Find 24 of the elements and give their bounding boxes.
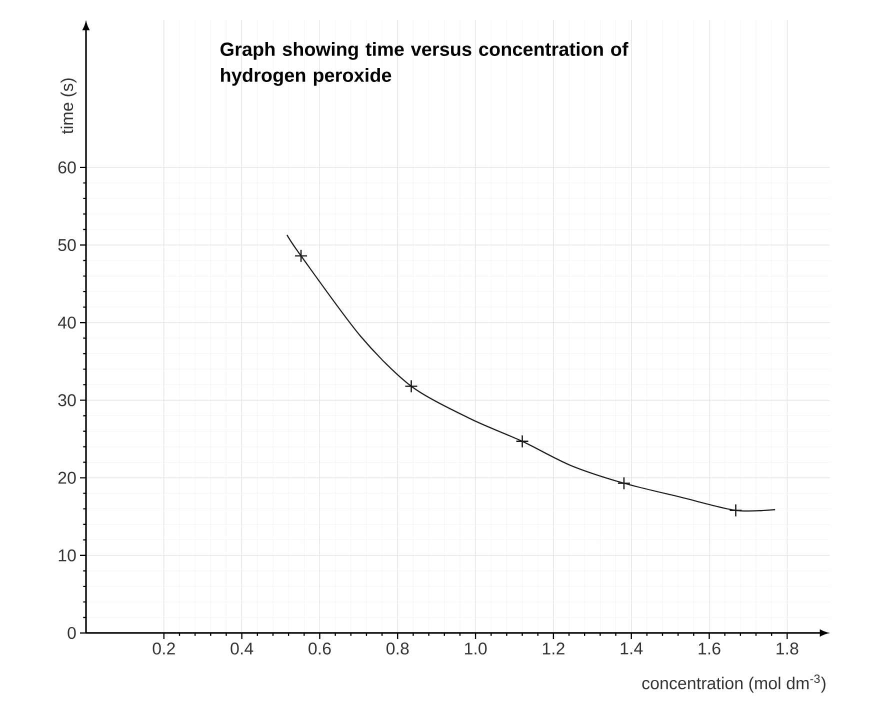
x-tick-label: 0.4 (230, 642, 254, 655)
x-tick-label: 1.6 (698, 642, 720, 655)
y-tick-label: 20 (58, 472, 76, 484)
point (294, 249, 308, 263)
text: Graph showing time versus concentration of hydrogen peroxide (220, 42, 628, 86)
x-axis-title: concentration (mol dm$^{-3}$) (642, 674, 826, 693)
point (617, 476, 631, 490)
point (404, 380, 418, 393)
y-tick-label: 40 (58, 316, 76, 329)
y-tick-label: 60 (58, 161, 76, 174)
x-tick-label: 1.4 (620, 642, 643, 654)
x-tick-label: 1.8 (776, 642, 798, 655)
point (516, 434, 529, 448)
point (729, 504, 742, 518)
x-tick-label: 0.2 (152, 642, 175, 655)
y-axis-title: time (s) (60, 78, 76, 134)
x-tick-label: 0.6 (308, 642, 331, 655)
x-tick-label: 0.8 (386, 642, 409, 655)
y-tick-label: 30 (58, 394, 76, 406)
x-tick-label: 1.2 (542, 642, 564, 654)
y-tick-label: 10 (58, 549, 76, 562)
y-tick-label: 0 (68, 626, 76, 640)
x-tick-label: 1.0 (465, 642, 487, 655)
y-tick-label: 50 (58, 238, 76, 252)
